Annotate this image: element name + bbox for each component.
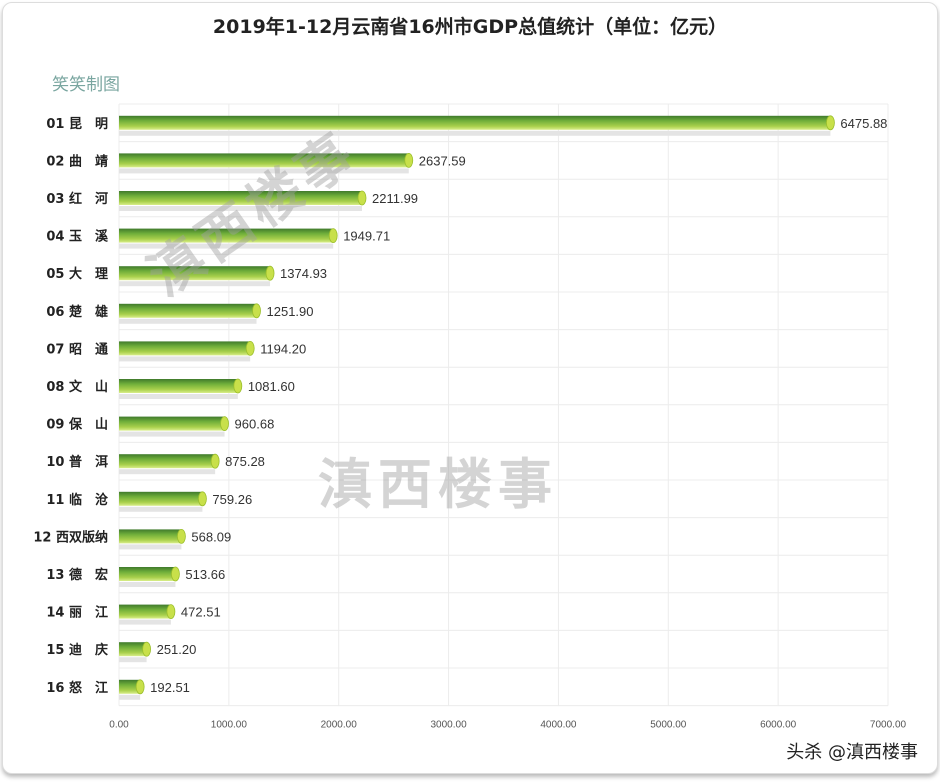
- bar: [119, 379, 238, 393]
- bar: [119, 341, 251, 356]
- data-label: 1374.93: [280, 266, 327, 281]
- bar: [119, 567, 176, 581]
- category-label: 07 昭 通: [46, 341, 108, 357]
- bar-end-cap: [233, 378, 243, 394]
- bar-shadow: [119, 544, 182, 550]
- bar: [119, 153, 409, 168]
- category-label: 03 红 河: [46, 191, 108, 207]
- data-label: 875.28: [225, 454, 265, 469]
- bar-shadow: [119, 130, 831, 136]
- bar-shadow: [119, 318, 257, 324]
- x-tick-label: 5000.00: [650, 720, 687, 731]
- chart-title: 2019年1-12月云南省16州市GDP总值统计（单位：亿元）: [212, 16, 728, 38]
- bar-end-cap: [198, 491, 207, 507]
- data-label: 759.26: [212, 492, 252, 507]
- bar-shadow: [119, 356, 251, 362]
- x-tick-label: 1000.00: [211, 720, 248, 731]
- data-label: 568.09: [191, 529, 231, 544]
- bar-end-cap: [135, 679, 145, 695]
- x-tick-label: 0.00: [109, 720, 129, 731]
- source-credit: 头杀 @滇西楼事: [786, 742, 918, 763]
- data-label: 6475.88: [840, 116, 887, 131]
- bar: [119, 228, 334, 243]
- category-label: 16 怒 江: [46, 680, 108, 696]
- category-label: 06 楚 雄: [46, 304, 108, 320]
- category-label: 13 德 宏: [46, 567, 108, 583]
- category-label: 11 临 沧: [46, 492, 108, 508]
- bar: [119, 115, 831, 130]
- category-label: 05 大 理: [46, 266, 108, 282]
- bar-end-cap: [171, 566, 180, 582]
- bar-shadow: [119, 582, 176, 587]
- data-label: 960.68: [235, 417, 275, 432]
- bar-shadow: [119, 206, 363, 211]
- data-label: 1081.60: [248, 379, 295, 394]
- bar-end-cap: [357, 190, 367, 206]
- bar-end-cap: [245, 340, 255, 356]
- data-label: 1194.20: [260, 341, 306, 356]
- data-label: 513.66: [185, 567, 225, 582]
- x-tick-label: 3000.00: [430, 720, 467, 731]
- bar: [119, 679, 141, 694]
- bar-end-cap: [166, 604, 176, 619]
- category-label: 09 保 山: [46, 417, 108, 433]
- chart-subtitle: 笑笑制图: [52, 75, 120, 95]
- bar-shadow: [119, 431, 225, 437]
- x-tick-label: 7000.00: [870, 720, 907, 731]
- bar-end-cap: [404, 152, 414, 168]
- data-label: 1949.71: [343, 229, 390, 244]
- bar-shadow: [119, 619, 171, 625]
- bar-shadow: [119, 281, 271, 287]
- category-label: 15 迪 庆: [46, 642, 108, 658]
- bar: [119, 303, 257, 318]
- category-label: 10 普 洱: [46, 454, 108, 470]
- bar-end-cap: [826, 115, 835, 131]
- bar-shadow: [119, 694, 141, 700]
- bar: [119, 604, 171, 619]
- bar: [119, 642, 147, 657]
- data-label: 192.51: [150, 680, 190, 695]
- category-label: 02 曲 靖: [46, 153, 108, 169]
- bar-end-cap: [252, 303, 261, 319]
- category-label: 14 丽 江: [46, 605, 108, 621]
- bar-end-cap: [265, 265, 275, 281]
- bar-shadow: [119, 394, 238, 399]
- bar-end-cap: [142, 641, 151, 657]
- category-label: 12 西双版纳: [33, 529, 108, 545]
- bar-end-cap: [177, 529, 186, 544]
- bar: [119, 416, 225, 431]
- data-label: 472.51: [181, 605, 221, 620]
- category-label: 08 文 山: [46, 379, 108, 395]
- category-label: 04 玉 溪: [46, 229, 109, 245]
- data-label: 1251.90: [267, 304, 314, 319]
- bar-shadow: [119, 506, 203, 512]
- bar-end-cap: [210, 453, 220, 469]
- bar: [119, 454, 216, 469]
- bar-end-cap: [220, 416, 229, 432]
- category-label: 01 昆 明: [46, 116, 108, 132]
- data-label: 2637.59: [419, 153, 466, 168]
- bar-shadow: [119, 243, 334, 249]
- data-label: 251.20: [157, 642, 197, 657]
- bar: [119, 529, 182, 544]
- x-tick-label: 6000.00: [760, 720, 797, 731]
- bar: [119, 266, 271, 281]
- bar-shadow: [119, 168, 409, 174]
- bar-shadow: [119, 469, 216, 475]
- bar-shadow: [119, 657, 147, 663]
- data-label: 2211.99: [372, 191, 418, 206]
- x-tick-label: 4000.00: [540, 720, 577, 731]
- bar: [119, 491, 203, 506]
- bar: [119, 191, 363, 205]
- bar-end-cap: [328, 228, 338, 244]
- x-tick-label: 2000.00: [321, 720, 358, 731]
